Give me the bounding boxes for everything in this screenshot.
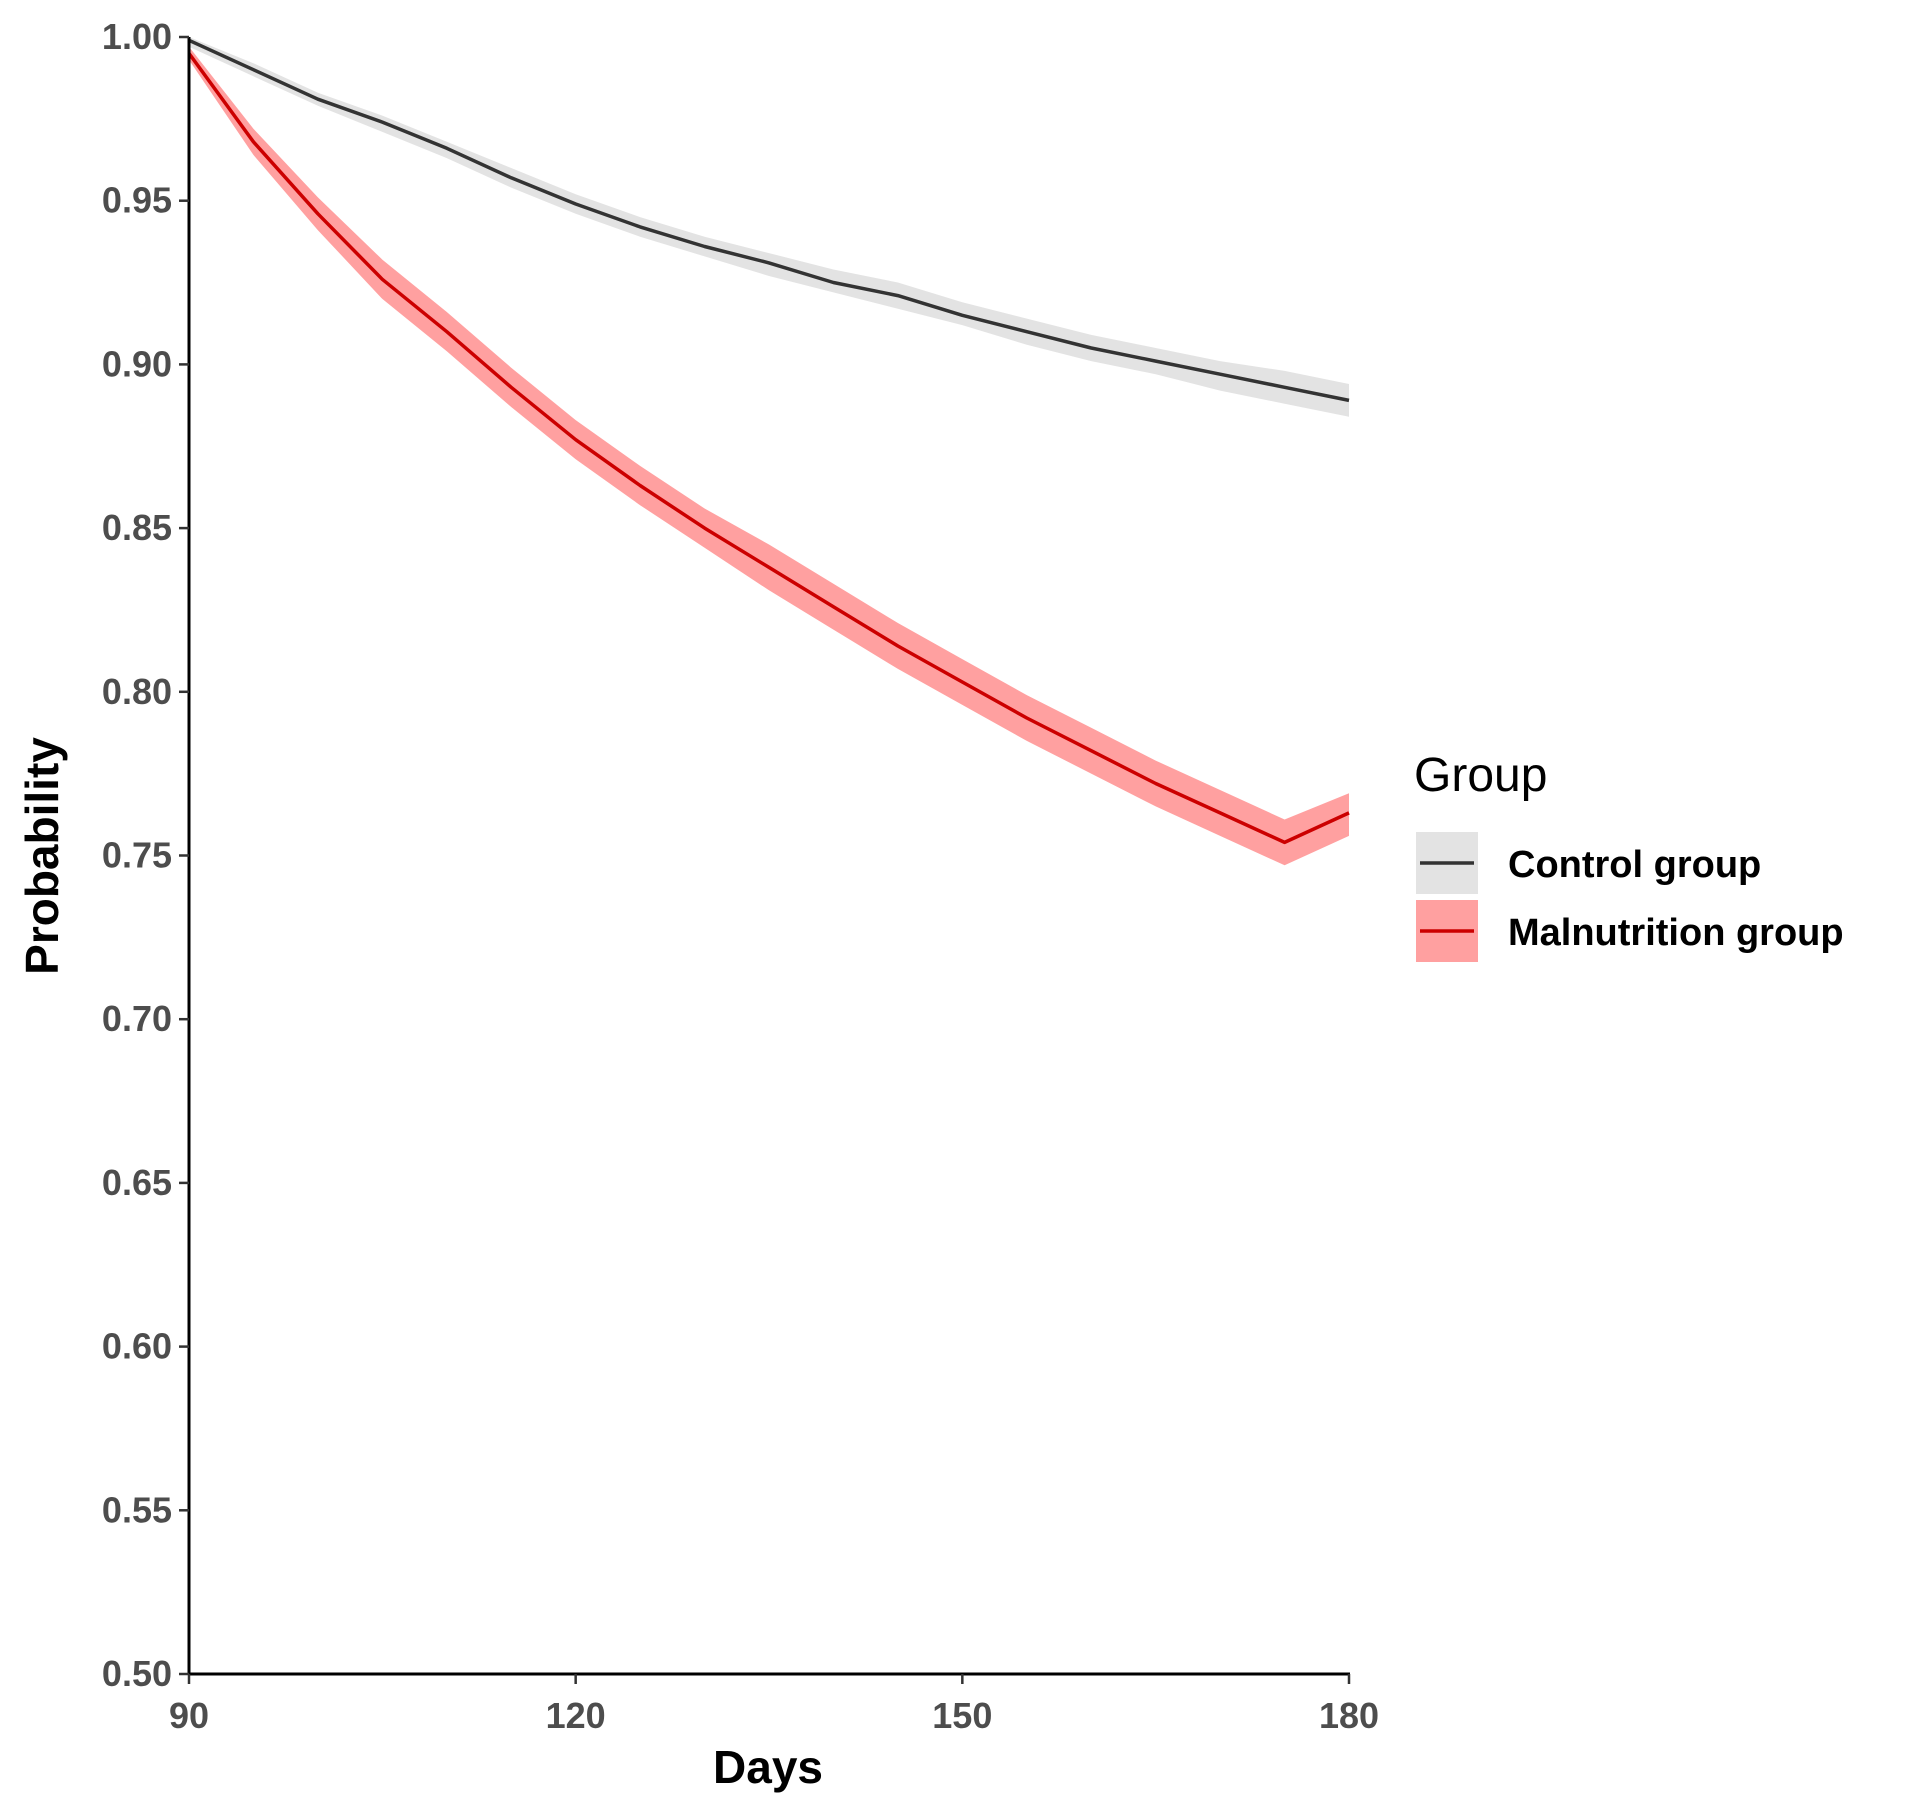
y-tick-label: 0.95 <box>102 180 172 221</box>
y-tick-label: 0.90 <box>102 343 172 384</box>
series-lines <box>187 38 1350 845</box>
y-ticks: 0.50 0.55 0.60 0.65 0.70 0.75 0.80 0.85 0.90 0.95… <box>102 16 189 1694</box>
y-tick-label: 0.70 <box>102 998 172 1039</box>
x-tick-label: 180 <box>1319 1695 1379 1736</box>
control-group-legend-label: Control group <box>1508 844 1761 886</box>
control-group-band <box>189 37 1349 417</box>
y-tick-label: 0.75 <box>102 835 172 876</box>
y-tick-label: 0.80 <box>102 671 172 712</box>
y-tick-label: 0.50 <box>102 1653 172 1694</box>
legend: Group Control group Malnutrition group <box>1414 749 1844 962</box>
y-tick-label: 0.65 <box>102 1162 172 1203</box>
x-ticks: 90 120 150 180 <box>169 1674 1379 1736</box>
x-tick-label: 150 <box>932 1695 992 1736</box>
x-tick-label: 90 <box>169 1695 209 1736</box>
confidence-bands <box>189 37 1349 866</box>
legend-title: Group <box>1414 749 1547 802</box>
x-tick-label: 120 <box>546 1695 606 1736</box>
y-axis-title: Probability <box>16 737 68 975</box>
y-tick-label: 0.85 <box>102 507 172 548</box>
x-axis-title: Days <box>713 1741 823 1793</box>
y-tick-label: 0.60 <box>102 1326 172 1367</box>
malnutrition-group-line <box>187 52 1350 845</box>
malnutrition-group-legend-label: Malnutrition group <box>1508 912 1844 954</box>
control-group-line <box>188 38 1350 403</box>
axes <box>187 37 1350 1676</box>
y-tick-label: 1.00 <box>102 16 172 57</box>
y-tick-label: 0.55 <box>102 1489 172 1530</box>
malnutrition-group-band <box>189 46 1349 866</box>
